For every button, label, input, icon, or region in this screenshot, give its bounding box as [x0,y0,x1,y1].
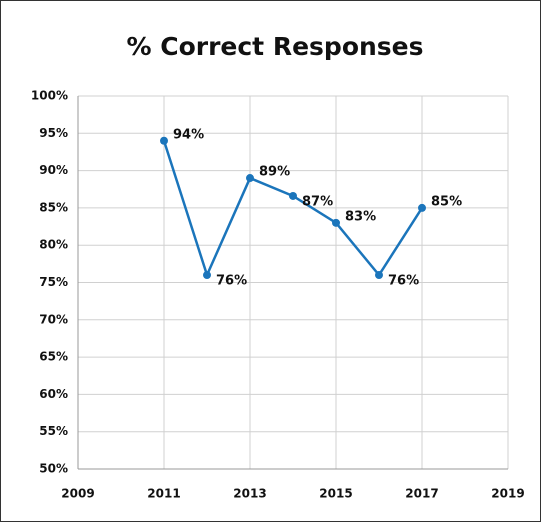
data-label: 76% [216,274,247,289]
data-label: 76% [388,274,419,289]
data-point [289,191,297,200]
data-label: 89% [259,165,290,180]
y-tick-label: 60% [39,387,68,401]
x-tick-label: 2013 [233,487,266,501]
y-tick-label: 65% [39,350,68,364]
data-point [418,203,426,212]
y-tick-label: 55% [39,424,68,438]
y-tick-label: 50% [39,462,68,476]
x-tick-label: 2011 [147,487,180,501]
data-point [203,271,211,280]
data-label: 83% [345,209,376,224]
data-label: 87% [302,194,333,209]
y-tick-label: 85% [39,200,68,214]
y-tick-label: 90% [39,163,68,177]
data-point [160,136,168,145]
x-tick-label: 2009 [61,487,94,501]
y-tick-label: 70% [39,312,68,326]
chart-title: % Correct Responses [126,32,423,61]
data-point [375,271,383,280]
x-tick-label: 2019 [491,487,524,501]
data-label: 85% [431,194,462,209]
y-tick-label: 100% [31,89,68,103]
x-tick-label: 2015 [319,487,352,501]
data-label: 94% [173,127,204,142]
data-point [332,218,340,227]
y-tick-label: 80% [39,238,68,252]
y-tick-label: 75% [39,275,68,289]
x-tick-label: 2017 [405,487,438,501]
data-point [246,174,254,183]
y-tick-label: 95% [39,126,68,140]
